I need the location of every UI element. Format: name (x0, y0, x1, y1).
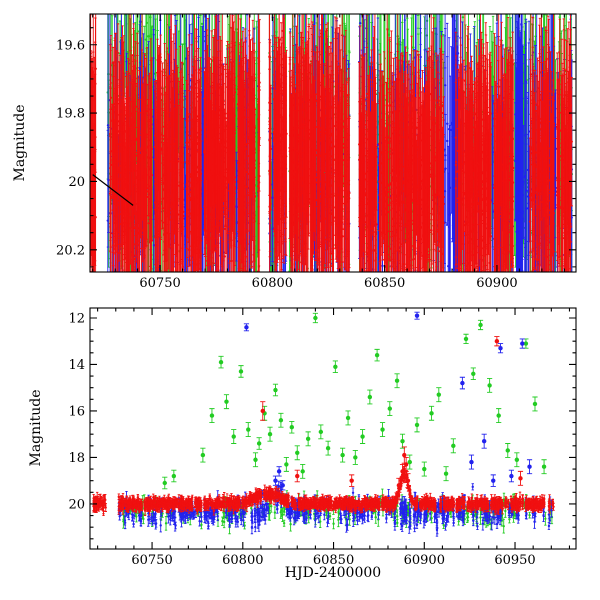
top-panel-y-axis-label: Magnitude (12, 104, 28, 182)
x-axis-label: HJD-2400000 (284, 565, 382, 581)
bottom-panel-y-axis-label: Magnitude (28, 389, 44, 467)
